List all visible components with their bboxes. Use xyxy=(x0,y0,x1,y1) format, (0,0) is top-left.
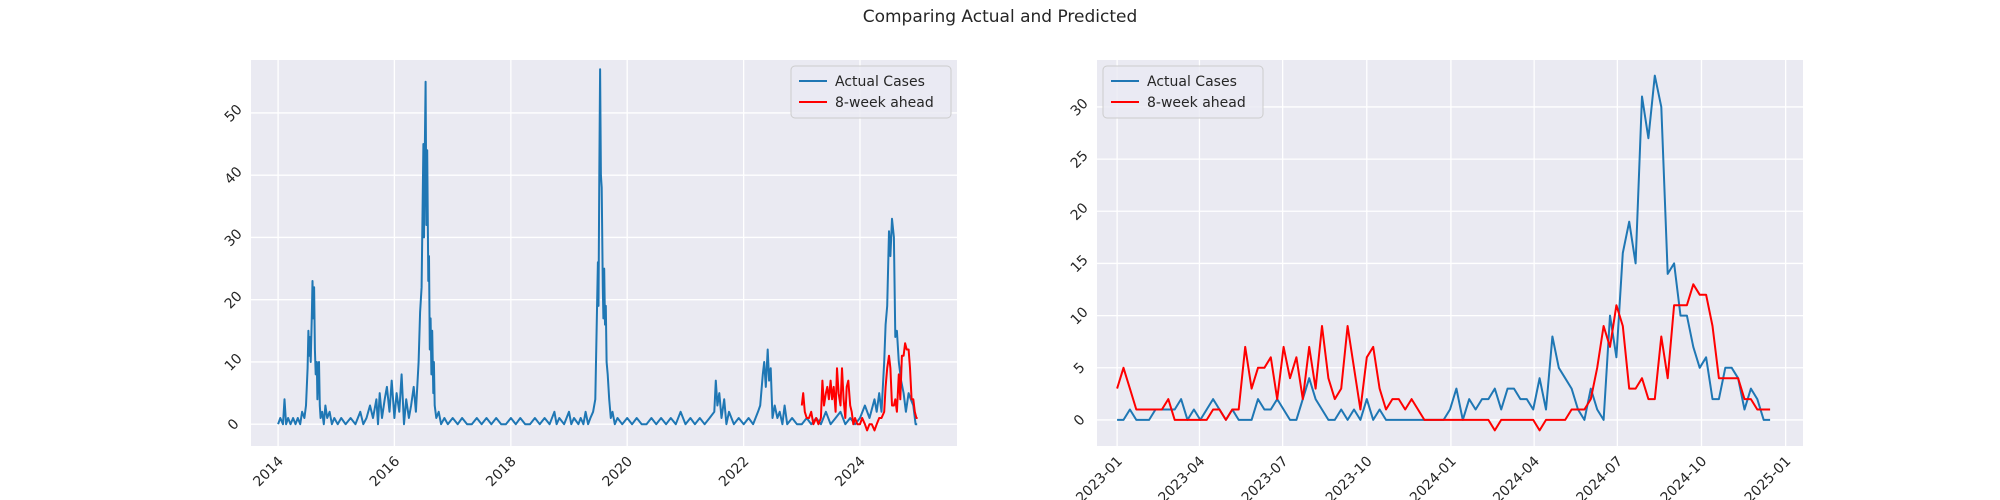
x-tick-label: 2023-04 xyxy=(1156,453,1209,500)
x-tick-label: 2025-01 xyxy=(1742,454,1795,500)
x-tick-label: 2023-07 xyxy=(1239,454,1292,500)
x-tick-label: 2023-10 xyxy=(1323,454,1376,500)
x-tick-label: 2024-07 xyxy=(1574,454,1627,500)
plot-area xyxy=(1097,60,1803,446)
legend-box xyxy=(790,65,952,119)
y-tick-label: 5 xyxy=(1071,360,1089,378)
series-line-eight-week-ahead xyxy=(1116,283,1771,432)
x-tick-label: 2024-04 xyxy=(1490,453,1543,500)
y-tick-label: 0 xyxy=(1071,412,1089,430)
x-tick-label: 2024-01 xyxy=(1407,454,1460,500)
legend-box xyxy=(1102,65,1264,119)
y-tick-label: 20 xyxy=(1068,200,1092,224)
y-tick-label: 15 xyxy=(1068,252,1092,276)
y-tick-label: 30 xyxy=(1068,96,1092,120)
figure-title: Comparing Actual and Predicted xyxy=(862,7,1138,27)
legend-label: 8-week ahead xyxy=(1147,95,1246,111)
legend-label: Actual Cases xyxy=(835,74,925,90)
y-tick-label: 25 xyxy=(1068,148,1092,172)
legend-label: Actual Cases xyxy=(1147,74,1237,90)
series-line-eight-week-ahead xyxy=(800,342,918,432)
plot-area xyxy=(251,60,957,446)
series-line-actual-cases xyxy=(277,68,918,426)
legend-label: 8-week ahead xyxy=(835,95,934,111)
y-tick-label: 10 xyxy=(1068,304,1092,328)
x-tick-label: 2023-01 xyxy=(1073,454,1126,500)
x-tick-label: 2024-10 xyxy=(1658,454,1711,500)
